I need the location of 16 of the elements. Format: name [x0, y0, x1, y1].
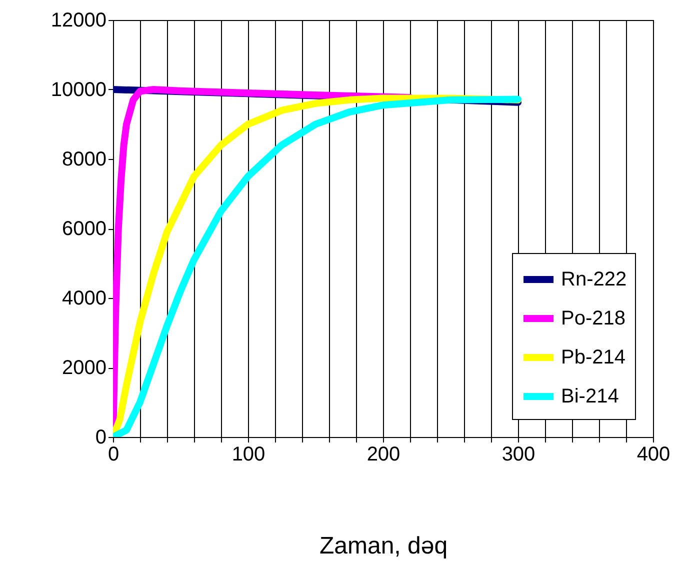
legend-label: Bi-214	[561, 386, 619, 408]
y-tick-label: 6000	[62, 218, 106, 240]
y-tick-label: 4000	[62, 288, 106, 310]
x-tick-label: 300	[502, 444, 536, 466]
x-axis-title: Zaman, dəq	[319, 532, 448, 560]
y-tick-label: 8000	[62, 148, 106, 170]
y-tick-label: 0	[95, 426, 106, 448]
y-tick-label: 12000	[50, 10, 106, 32]
legend-label: Pb-214	[561, 346, 626, 368]
y-tick-label: 2000	[62, 357, 106, 379]
y-tick-label: 10000	[50, 79, 106, 101]
x-tick-label: 400	[636, 444, 670, 466]
legend-label: Rn-222	[561, 268, 627, 290]
x-tick-label: 200	[366, 444, 400, 466]
legend-label: Po-218	[561, 308, 626, 330]
x-tick-label: 100	[232, 444, 266, 466]
